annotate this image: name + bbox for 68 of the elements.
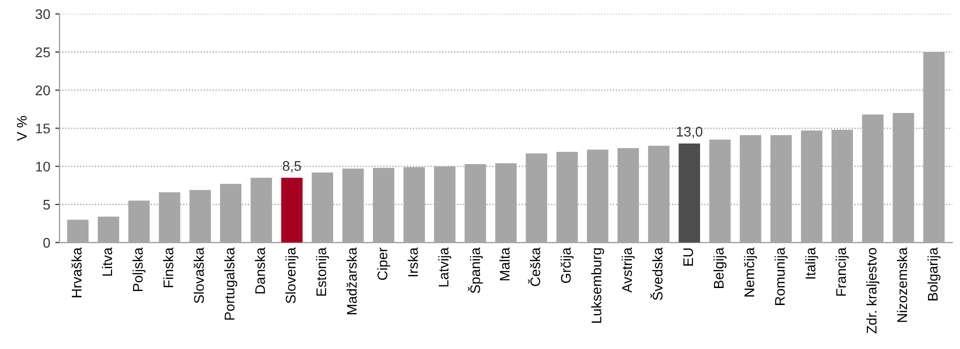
bar [220,184,242,243]
bar [678,143,700,243]
x-tick-label: Litva [102,247,112,276]
x-tick-label: Poljska [132,247,146,292]
bar [832,130,853,243]
x-tick-label: Hrvaška [71,247,82,298]
x-tick-label: EU [683,248,694,266]
x-tick-label: Španija [468,247,483,294]
y-tick-label: 30 [36,9,50,20]
bar [586,150,608,243]
x-tick-label: Luksemburg [591,248,604,323]
y-tick-label: 20 [36,85,50,96]
bar [189,190,211,243]
x-tick-label: Ciper [377,248,390,280]
x-tick-label: Češka [528,247,540,286]
x-tick-label: Zdr. kraljestvo [866,248,880,334]
bar [618,148,639,243]
bar [342,168,364,243]
x-tick-label: Estonija [316,247,329,296]
x-tick-label: Madžarska [346,247,357,314]
x-tick-label: Irska [408,247,418,276]
bar [556,152,578,243]
bar [98,216,120,243]
bar [128,200,150,243]
bar [526,153,548,243]
bar [862,114,884,243]
data-label: 8,5 [282,161,301,173]
y-tick-label: 15 [36,124,50,134]
x-tick-label: Portugalska [224,247,238,320]
x-tick-label: Francija [836,247,849,296]
bar [495,163,517,243]
bar [312,172,334,243]
x-tick-label: Slovenija [285,247,298,304]
bar [403,167,425,243]
bar [434,166,456,243]
bar [923,52,945,243]
x-tick-label: Belgija [713,247,726,288]
y-tick-label: 5 [43,200,50,210]
bar [158,192,180,243]
bar [67,220,89,243]
y-axis-title: V % [16,116,27,141]
x-tick-label: Finska [163,247,174,288]
x-tick-label: Švedska [650,247,663,300]
x-tick-label: Romunija [774,247,788,305]
y-tick-label: 0 [43,238,50,248]
x-tick-label: Grčija [560,247,574,283]
bar [770,135,792,243]
bar [709,140,731,243]
bar [800,130,822,243]
bar [648,146,670,243]
x-tick-label: Slovaška [194,247,204,304]
x-tick-label: Italija [805,247,818,279]
x-tick-label: Malta [499,247,510,280]
x-tick-label: Nemčija [744,247,758,296]
x-tick-label: Latvija [438,247,452,286]
y-tick-label: 10 [36,162,50,172]
bar [740,135,762,243]
x-tick-label: Avstrija [622,247,635,293]
bar [250,178,272,243]
bar [281,178,303,243]
bar [892,113,914,243]
y-tick-label: 25 [36,47,50,58]
x-tick-label: Danska [254,247,266,294]
bar [464,164,486,243]
bar [372,168,394,243]
data-label: 13,0 [676,126,702,138]
x-tick-label: Bolgarija [928,247,940,300]
x-tick-label: Nizozemska [896,247,908,322]
